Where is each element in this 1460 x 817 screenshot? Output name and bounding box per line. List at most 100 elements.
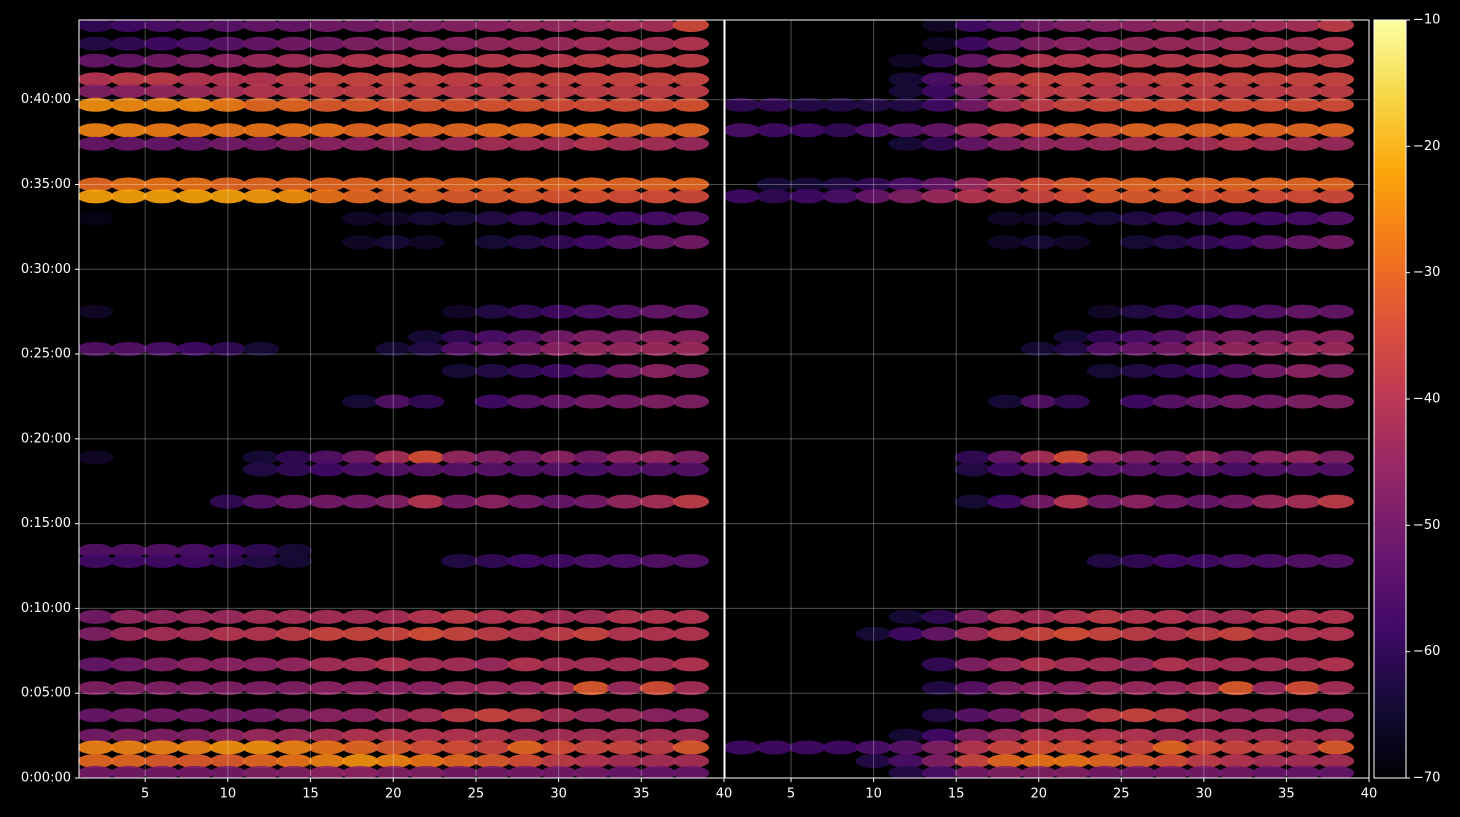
cell (1218, 84, 1256, 99)
cell (1284, 36, 1322, 51)
cell (573, 681, 610, 696)
cell (1251, 20, 1289, 33)
cell (143, 72, 180, 87)
cell (1251, 626, 1289, 641)
cell (375, 394, 412, 409)
cell (540, 235, 577, 250)
cell (1119, 341, 1156, 356)
cell (606, 728, 643, 743)
cell (474, 364, 511, 379)
cell (1251, 123, 1289, 138)
cell (573, 394, 610, 409)
cell (1185, 450, 1223, 465)
heatmap-cells (725, 20, 1355, 778)
cell (176, 765, 213, 778)
cell (408, 681, 445, 696)
cell (242, 657, 280, 672)
cell (1152, 123, 1190, 138)
cell (441, 136, 478, 151)
cell (954, 657, 991, 672)
cell (954, 53, 991, 68)
cell (308, 136, 346, 151)
cell (1053, 765, 1090, 778)
cell (888, 177, 925, 192)
cell (606, 450, 643, 465)
cell (408, 72, 445, 87)
cell (507, 657, 544, 672)
cell (672, 462, 710, 477)
cell (275, 84, 313, 99)
cell (1119, 553, 1156, 568)
cell (507, 728, 544, 743)
cell (1152, 450, 1190, 465)
cell (1317, 462, 1355, 477)
cell (921, 626, 958, 641)
cell (408, 494, 445, 509)
x-tick-label: 40 (716, 787, 733, 802)
cell (1317, 84, 1355, 99)
cell (242, 754, 280, 769)
cell (143, 609, 180, 624)
cell (1086, 177, 1123, 192)
cell (308, 97, 346, 112)
cell (143, 97, 180, 112)
cell (308, 72, 346, 87)
cell (954, 754, 991, 769)
cell (540, 20, 577, 33)
cell (954, 450, 991, 465)
cell (110, 765, 147, 778)
cell (242, 740, 280, 755)
cell (209, 657, 247, 672)
cell (375, 626, 412, 641)
cell (176, 708, 213, 723)
cell (540, 494, 577, 509)
cell (79, 211, 114, 226)
cell (1317, 553, 1355, 568)
cell (954, 123, 991, 138)
cell (1218, 72, 1256, 87)
x-tick-label: 25 (1113, 787, 1130, 802)
cell (606, 304, 643, 319)
cell (1086, 450, 1123, 465)
cell (474, 626, 511, 641)
cell (308, 177, 346, 192)
cell (1251, 211, 1289, 226)
cell (209, 553, 247, 568)
cell (441, 494, 478, 509)
cell (110, 708, 147, 723)
cell (79, 708, 114, 723)
cell (408, 84, 445, 99)
cell (507, 626, 544, 641)
cell (855, 740, 892, 755)
cell (954, 20, 991, 33)
cell (308, 765, 346, 778)
cell (672, 136, 710, 151)
cell (1053, 708, 1090, 723)
cell (1020, 494, 1057, 509)
cell (341, 84, 379, 99)
cell (672, 304, 710, 319)
cell (1086, 189, 1123, 204)
cell (79, 543, 114, 558)
cell (1251, 189, 1289, 204)
cell (110, 657, 147, 672)
cell (375, 36, 412, 51)
cell (672, 123, 710, 138)
cell (441, 53, 478, 68)
cell (308, 189, 346, 204)
cell (110, 740, 147, 755)
cell (855, 754, 892, 769)
cell (1053, 681, 1090, 696)
cell (79, 740, 114, 755)
cell (639, 20, 677, 33)
cell (606, 84, 643, 99)
cell (79, 341, 114, 356)
cell (110, 626, 147, 641)
cell (1251, 708, 1289, 723)
cell (540, 626, 577, 641)
cell (209, 97, 247, 112)
cell (1251, 235, 1289, 250)
cell (639, 553, 677, 568)
cell (1251, 304, 1289, 319)
